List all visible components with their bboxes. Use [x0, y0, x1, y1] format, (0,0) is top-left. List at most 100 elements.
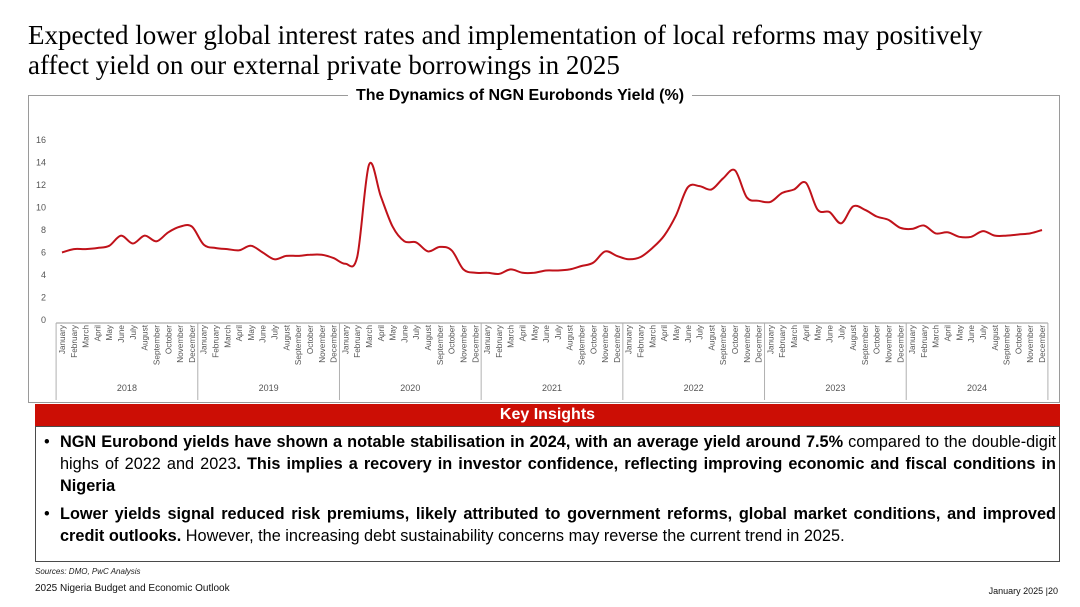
- data-point: [616, 255, 618, 257]
- x-tick-label: February: [70, 324, 79, 358]
- x-tick-label: January: [341, 324, 350, 354]
- data-point: [1017, 234, 1019, 236]
- x-tick-label: August: [707, 324, 716, 350]
- x-tick-label: November: [459, 325, 468, 363]
- x-tick-label: March: [365, 325, 374, 348]
- x-tick-label: March: [790, 325, 799, 348]
- x-tick-label: April: [802, 325, 811, 342]
- insight-item: • NGN Eurobond yields have shown a notab…: [44, 431, 1056, 497]
- x-tick-label: June: [259, 325, 268, 343]
- data-point: [214, 247, 216, 249]
- data-point: [805, 182, 807, 184]
- data-point: [510, 268, 512, 270]
- data-point: [179, 226, 181, 228]
- data-point: [888, 219, 890, 221]
- x-tick-label: July: [979, 324, 988, 339]
- x-tick-label: October: [164, 325, 173, 354]
- y-tick-label: 12: [36, 180, 46, 190]
- y-tick-label: 10: [36, 203, 46, 213]
- data-point: [994, 235, 996, 237]
- page-title: Expected lower global interest rates and…: [28, 20, 983, 80]
- y-tick-label: 8: [41, 225, 46, 235]
- x-tick-label: July: [129, 324, 138, 339]
- x-tick-label: October: [589, 325, 598, 354]
- data-point: [687, 186, 689, 188]
- x-tick-label: September: [578, 325, 587, 365]
- x-tick-label: September: [152, 325, 161, 365]
- data-point: [203, 244, 205, 246]
- data-point: [226, 248, 228, 250]
- x-tick-label: March: [648, 325, 657, 348]
- data-point: [262, 252, 264, 254]
- data-point: [415, 241, 417, 243]
- insight-text: Lower yields signal reduced risk premium…: [60, 503, 1056, 547]
- x-tick-label: January: [483, 324, 492, 354]
- x-tick-label: April: [944, 325, 953, 342]
- x-tick-label: May: [530, 324, 539, 340]
- x-tick-label: July: [412, 324, 421, 339]
- data-point: [167, 231, 169, 233]
- year-label: 2020: [400, 383, 420, 393]
- data-point: [970, 236, 972, 238]
- data-point: [344, 263, 346, 265]
- x-tick-label: April: [93, 325, 102, 342]
- data-point: [746, 196, 748, 198]
- x-tick-label: July: [271, 324, 280, 339]
- data-point: [734, 169, 736, 171]
- x-tick-label: January: [908, 324, 917, 354]
- y-tick-label: 16: [36, 135, 46, 145]
- data-point: [356, 256, 358, 258]
- key-insights-box: • NGN Eurobond yields have shown a notab…: [35, 426, 1060, 562]
- data-point: [191, 226, 193, 228]
- data-point: [604, 250, 606, 252]
- data-point: [958, 236, 960, 238]
- x-tick-label: May: [247, 324, 256, 340]
- x-tick-label: April: [518, 325, 527, 342]
- data-point: [545, 270, 547, 272]
- data-point: [380, 195, 382, 197]
- data-point: [581, 265, 583, 267]
- x-tick-label: August: [424, 324, 433, 350]
- x-tick-label: August: [849, 324, 858, 350]
- data-point: [722, 177, 724, 179]
- data-point: [817, 209, 819, 211]
- x-tick-label: May: [389, 324, 398, 340]
- x-tick-label: October: [1014, 325, 1023, 354]
- insight-item: • Lower yields signal reduced risk premi…: [44, 503, 1056, 547]
- x-tick-label: March: [507, 325, 516, 348]
- x-tick-label: December: [471, 325, 480, 363]
- x-tick-label: July: [696, 324, 705, 339]
- x-tick-label: August: [141, 324, 150, 350]
- data-point: [651, 247, 653, 249]
- x-tick-label: February: [778, 324, 787, 358]
- x-tick-label: June: [117, 325, 126, 343]
- x-tick-label: November: [601, 325, 610, 363]
- insight-plain: compared to the double-digit highs of 20…: [60, 433, 1056, 473]
- data-point: [439, 246, 441, 248]
- data-point: [61, 252, 63, 254]
- data-point: [85, 248, 87, 250]
- data-point: [935, 232, 937, 234]
- data-point: [840, 222, 842, 224]
- x-tick-label: July: [554, 324, 563, 339]
- x-tick-label: November: [176, 325, 185, 363]
- data-point: [498, 273, 500, 275]
- data-point: [427, 250, 429, 252]
- data-point: [1029, 232, 1031, 234]
- x-tick-label: April: [235, 325, 244, 342]
- data-point: [155, 240, 157, 242]
- x-tick-label: February: [637, 324, 646, 358]
- data-point: [533, 272, 535, 274]
- data-point: [769, 201, 771, 203]
- data-point: [828, 211, 830, 213]
- x-tick-label: March: [223, 325, 232, 348]
- data-point: [1041, 229, 1043, 231]
- y-tick-label: 14: [36, 158, 46, 168]
- y-tick-label: 0: [41, 315, 46, 325]
- data-point: [474, 272, 476, 274]
- x-tick-label: January: [766, 324, 775, 354]
- data-point: [321, 254, 323, 256]
- x-tick-label: September: [436, 325, 445, 365]
- data-point: [238, 249, 240, 251]
- data-point: [675, 214, 677, 216]
